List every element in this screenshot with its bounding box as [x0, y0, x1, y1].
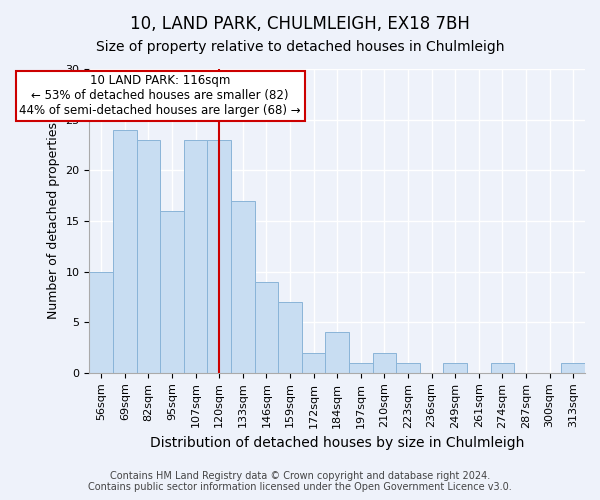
- X-axis label: Distribution of detached houses by size in Chulmleigh: Distribution of detached houses by size …: [150, 436, 524, 450]
- Bar: [325, 332, 349, 373]
- Bar: [349, 362, 373, 373]
- Y-axis label: Number of detached properties: Number of detached properties: [47, 122, 60, 320]
- Text: Contains HM Land Registry data © Crown copyright and database right 2024.
Contai: Contains HM Land Registry data © Crown c…: [88, 471, 512, 492]
- Bar: [373, 352, 396, 373]
- Bar: [208, 140, 231, 373]
- Bar: [184, 140, 208, 373]
- Bar: [137, 140, 160, 373]
- Text: 10, LAND PARK, CHULMLEIGH, EX18 7BH: 10, LAND PARK, CHULMLEIGH, EX18 7BH: [130, 15, 470, 33]
- Bar: [231, 200, 254, 373]
- Text: 10 LAND PARK: 116sqm
← 53% of detached houses are smaller (82)
44% of semi-detac: 10 LAND PARK: 116sqm ← 53% of detached h…: [19, 74, 301, 118]
- Bar: [396, 362, 420, 373]
- Bar: [562, 362, 585, 373]
- Bar: [113, 130, 137, 373]
- Bar: [443, 362, 467, 373]
- Bar: [278, 302, 302, 373]
- Bar: [89, 272, 113, 373]
- Bar: [491, 362, 514, 373]
- Bar: [302, 352, 325, 373]
- Text: Size of property relative to detached houses in Chulmleigh: Size of property relative to detached ho…: [96, 40, 504, 54]
- Bar: [160, 211, 184, 373]
- Bar: [254, 282, 278, 373]
